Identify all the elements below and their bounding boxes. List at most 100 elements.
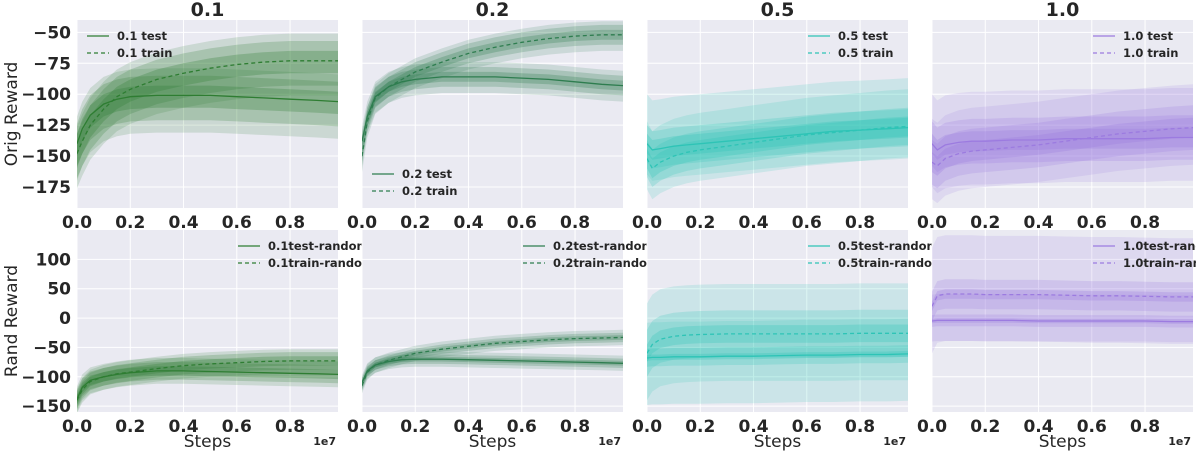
series-line-r1-c0-s1 xyxy=(77,360,338,401)
series-line-r0-c2-s1 xyxy=(647,125,908,170)
x-tick-label-r1-c2-2: 0.4 xyxy=(738,417,768,437)
x-tick-label-r1-c3-3: 0.6 xyxy=(1077,417,1107,437)
x-tick-label-r0-c1-0: 0.0 xyxy=(347,213,377,233)
legend-label-r1-c0-s0: 0.1test-random xyxy=(268,239,369,253)
panel-title-1: 0.2 xyxy=(476,0,510,21)
y-axis-label-row-1: Rand Reward xyxy=(2,265,22,377)
band-r0-c1-s0-1 xyxy=(362,67,623,152)
legend-label-r1-c3-s0: 1.0test-random xyxy=(1123,239,1196,253)
band-r1-c2-s0-2 xyxy=(647,318,908,405)
x-tick-label-r1-c3-1: 0.2 xyxy=(970,417,1000,437)
x-tick-label-r1-c1-0: 0.0 xyxy=(347,417,377,437)
x-tick-label-r0-c3-1: 0.2 xyxy=(970,213,1000,233)
x-tick-label-r1-c0-0: 0.0 xyxy=(62,417,92,437)
x-tick-label-r1-c0-4: 0.8 xyxy=(275,417,305,437)
x-axis-label-3: Steps xyxy=(1039,432,1087,452)
band-r0-c0-s1-2 xyxy=(77,33,338,189)
band-r1-c0-s0-0 xyxy=(77,366,338,404)
x-tick-label-r0-c3-4: 0.8 xyxy=(1130,213,1160,233)
panel-r0-c3 xyxy=(932,20,1193,208)
series-line-r1-c1-s0 xyxy=(362,358,623,383)
x-tick-label-r1-c2-4: 0.8 xyxy=(845,417,875,437)
x-tick-label-r1-c2-3: 0.6 xyxy=(792,417,822,437)
panel-r1-c2 xyxy=(647,230,908,412)
y-tick-label-r1-c0-1: −100 xyxy=(21,368,71,388)
band-r0-c2-s0-2 xyxy=(647,78,908,181)
band-r1-c3-s0-2 xyxy=(932,294,1193,343)
panel-r0-c1 xyxy=(362,20,623,208)
band-r0-c1-s1-1 xyxy=(362,24,623,166)
y-tick-label-r1-c0-2: −50 xyxy=(33,338,71,358)
series-line-r0-c3-s0 xyxy=(932,136,1193,151)
x-tick-label-r1-c0-3: 0.6 xyxy=(222,417,252,437)
y-tick-label-r0-c0-5: −50 xyxy=(33,23,71,43)
band-r0-c1-s0-0 xyxy=(362,71,623,147)
x-tick-label-r0-c2-2: 0.4 xyxy=(738,213,768,233)
band-r0-c0-s1-1 xyxy=(77,41,338,179)
x-tick-label-r1-c3-0: 0.0 xyxy=(917,417,947,437)
band-r1-c1-s0-0 xyxy=(362,356,623,385)
series-line-r1-c3-s1 xyxy=(932,293,1193,307)
panel-r1-c0 xyxy=(77,230,338,412)
x-tick-label-r1-c1-3: 0.6 xyxy=(507,417,537,437)
series-line-r0-c3-s1 xyxy=(932,126,1193,167)
band-r0-c0-s1-0 xyxy=(77,50,338,166)
x-tick-label-r0-c1-2: 0.4 xyxy=(453,213,483,233)
series-line-r1-c1-s1 xyxy=(362,336,623,386)
x-axis-label-2: Steps xyxy=(754,432,802,452)
y-tick-label-r0-c0-2: −125 xyxy=(21,116,71,136)
x-tick-label-r1-c1-4: 0.8 xyxy=(560,417,590,437)
x-tick-label-r0-c0-4: 0.8 xyxy=(275,213,305,233)
x-axis-label-0: Steps xyxy=(184,432,232,452)
x-offset-text-1: 1e7 xyxy=(598,435,621,448)
x-tick-label-r0-c3-2: 0.4 xyxy=(1023,213,1053,233)
x-tick-label-r1-c0-1: 0.2 xyxy=(115,417,145,437)
band-r1-c3-s1-2 xyxy=(932,235,1193,354)
legend-label-r0-c1-s0: 0.2 test xyxy=(402,167,453,181)
legend-label-r0-c3-s0: 1.0 test xyxy=(1123,29,1174,43)
band-r1-c2-s1-2 xyxy=(647,283,908,401)
band-r0-c2-s1-0 xyxy=(647,116,908,179)
band-r1-c1-s0-1 xyxy=(362,354,623,388)
legend-label-r1-c2-s1: 0.5train-random xyxy=(838,256,944,270)
x-tick-label-r0-c3-3: 0.6 xyxy=(1077,213,1107,233)
legend-label-r1-c1-s0: 0.2test-random xyxy=(553,239,654,253)
band-r1-c0-s1-0 xyxy=(77,356,338,405)
panel-r0-c0 xyxy=(77,20,338,208)
legend-label-r0-c1-s1: 0.2 train xyxy=(402,184,457,198)
x-tick-label-r1-c1-2: 0.4 xyxy=(453,417,483,437)
panel-r1-c1 xyxy=(362,230,623,412)
band-r1-c0-s1-1 xyxy=(77,352,338,410)
legend-label-r0-c2-s1: 0.5 train xyxy=(838,46,893,60)
y-tick-label-r1-c0-0: −150 xyxy=(21,397,71,417)
legend-label-r1-c2-s0: 0.5test-random xyxy=(838,239,939,253)
x-tick-label-r0-c1-4: 0.8 xyxy=(560,213,590,233)
x-tick-label-r0-c3-0: 0.0 xyxy=(917,213,947,233)
y-tick-label-r0-c0-1: −150 xyxy=(21,147,71,167)
band-r0-c3-s1-1 xyxy=(932,105,1193,189)
band-r1-c1-s1-2 xyxy=(362,329,623,394)
x-tick-label-r1-c0-2: 0.4 xyxy=(168,417,198,437)
band-r1-c2-s1-1 xyxy=(647,309,908,377)
x-tick-label-r0-c2-4: 0.8 xyxy=(845,213,875,233)
x-tick-label-r0-c2-3: 0.6 xyxy=(792,213,822,233)
series-line-r1-c2-s1 xyxy=(647,332,908,354)
legend-label-r0-c0-s1: 0.1 train xyxy=(117,46,172,60)
y-tick-label-r1-c0-3: 0 xyxy=(59,309,71,329)
series-line-r0-c0-s1 xyxy=(77,60,338,154)
x-tick-label-r1-c1-1: 0.2 xyxy=(400,417,430,437)
y-tick-label-r1-c0-5: 100 xyxy=(36,250,72,270)
series-line-r1-c0-s0 xyxy=(77,370,338,400)
band-r0-c1-s1-2 xyxy=(362,21,623,173)
band-r0-c2-s1-2 xyxy=(647,89,908,200)
x-offset-text-3: 1e7 xyxy=(1168,435,1191,448)
y-tick-label-r1-c0-4: 50 xyxy=(47,280,71,300)
y-tick-label-r0-c0-0: −175 xyxy=(21,178,71,198)
legend-label-r1-c3-s1: 1.0train-random xyxy=(1123,256,1196,270)
x-tick-label-r0-c1-1: 0.2 xyxy=(400,213,430,233)
panel-r0-c2 xyxy=(647,20,908,208)
x-tick-label-r1-c3-2: 0.4 xyxy=(1023,417,1053,437)
y-tick-label-r0-c0-3: −100 xyxy=(21,85,71,105)
x-tick-label-r0-c0-0: 0.0 xyxy=(62,213,92,233)
